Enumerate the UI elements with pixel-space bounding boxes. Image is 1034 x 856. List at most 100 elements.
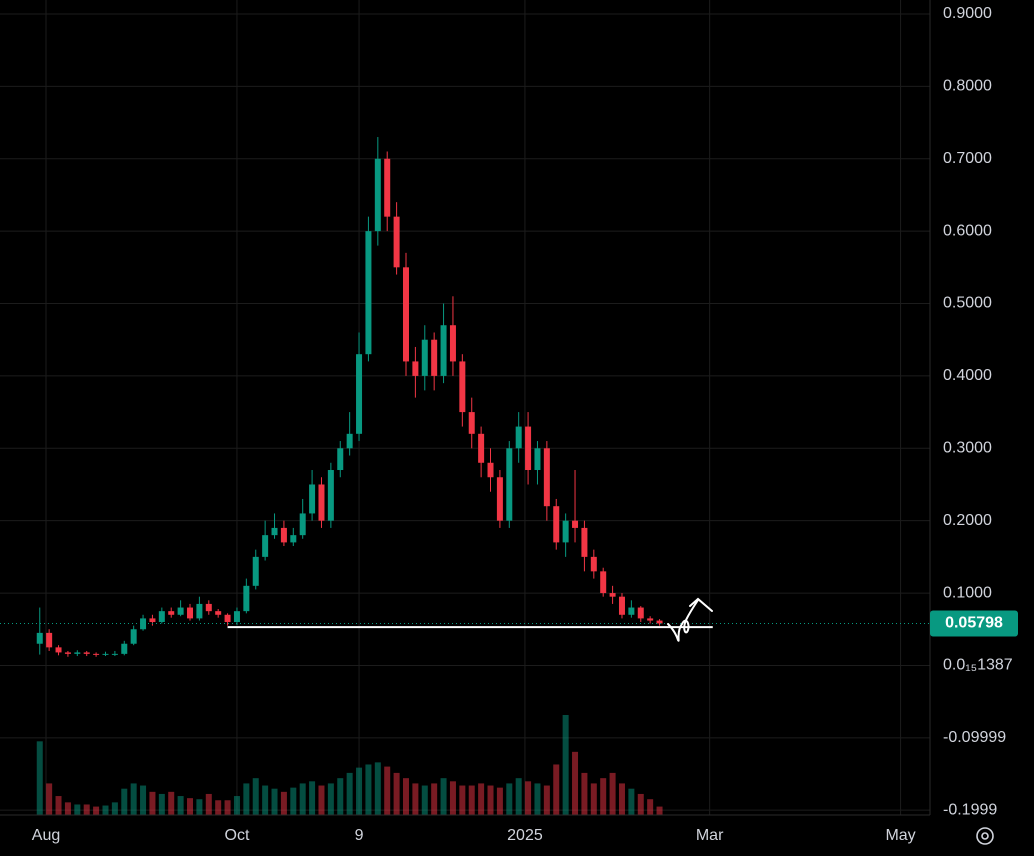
volume-bar (431, 783, 438, 815)
candle-body (130, 629, 137, 644)
volume-bar (628, 788, 635, 815)
volume-pane (36, 715, 663, 815)
volume-bar (393, 772, 400, 815)
volume-bar (346, 772, 353, 815)
y-tick-label: 0.6000 (943, 222, 992, 239)
x-tick-label: Oct (225, 827, 250, 844)
volume-bar (506, 783, 513, 815)
volume-bar (168, 791, 175, 815)
volume-bar (290, 787, 297, 815)
candle-body (262, 535, 269, 557)
candle-body (628, 607, 635, 615)
candle-body (309, 484, 316, 514)
volume-bar (374, 762, 381, 815)
candle-body (327, 470, 334, 521)
x-tick-label: May (885, 827, 915, 844)
y-tick-label: 0.9000 (943, 5, 992, 22)
candle-body (346, 433, 353, 449)
gear-center[interactable] (981, 832, 989, 840)
x-tick-label: Aug (32, 827, 60, 844)
volume-bar (140, 785, 147, 815)
volume-bar (299, 783, 306, 815)
volume-bar (243, 783, 250, 815)
last-price-badge (930, 610, 1018, 637)
volume-bar (572, 751, 579, 815)
candle-body (440, 325, 447, 376)
candle-body (543, 448, 550, 507)
volume-bar (412, 783, 419, 815)
volume-bar (215, 800, 222, 815)
y-tick-label: 0.5000 (943, 295, 992, 312)
candle-body (280, 527, 287, 543)
candle-body (534, 448, 541, 471)
volume-bar (440, 778, 447, 815)
volume-bar (600, 778, 607, 815)
volume-bar (337, 778, 344, 815)
y-tick-label: 0.8000 (943, 78, 992, 95)
candle-body (356, 354, 363, 434)
candle-body (299, 513, 306, 536)
candle-body (224, 614, 231, 623)
candle-body (590, 556, 597, 572)
candle-body (93, 653, 100, 655)
candle-body (609, 593, 616, 597)
volume-bar (459, 785, 466, 815)
candle-body (64, 652, 71, 654)
volume-bar (327, 783, 334, 815)
candle-body (384, 158, 391, 217)
volume-bar (280, 791, 287, 815)
volume-bar (121, 788, 128, 815)
volume-bar (618, 783, 625, 815)
candle-body (431, 339, 438, 376)
volume-bar (187, 798, 194, 815)
candle-body (46, 632, 53, 648)
candle-body (506, 448, 513, 521)
x-tick-label: 9 (355, 827, 364, 844)
candle-body (553, 506, 560, 543)
volume-bar (196, 799, 203, 815)
candle-body (468, 412, 475, 434)
candle-body (572, 520, 579, 528)
volume-bar (421, 785, 428, 815)
candle-body (271, 527, 278, 536)
volume-bar (449, 781, 456, 815)
candle-body (637, 607, 644, 619)
candle-body (515, 426, 522, 449)
candle-body (647, 618, 654, 621)
y-tick-label: 0.3000 (943, 440, 992, 457)
volume-bar (64, 802, 71, 815)
drawn-arrow (667, 597, 713, 642)
volume-bar (102, 805, 109, 815)
volume-bar (356, 767, 363, 815)
candle-body (74, 652, 81, 654)
candle-body (393, 216, 400, 268)
volume-bar (487, 785, 494, 815)
candle-body (478, 433, 485, 463)
gear[interactable] (976, 827, 994, 845)
candle-body (55, 647, 62, 653)
volume-bar (534, 783, 541, 815)
axes: 0.9000 0.8000 0.7000 0.6000 0.5000 0.4000 0.30… (0, 0, 1018, 844)
volume-bar (271, 788, 278, 815)
candle-body (187, 607, 194, 619)
candle-body (459, 361, 466, 413)
volume-bar (111, 802, 118, 815)
candle-body (215, 611, 222, 615)
candle-body (562, 520, 569, 543)
volume-bar (581, 772, 588, 815)
volume-bar (149, 791, 156, 815)
candle-body (196, 603, 203, 619)
candle-body (140, 618, 147, 630)
volume-bar (224, 800, 231, 815)
volume-bar (637, 793, 644, 815)
volume-bar (252, 778, 259, 815)
candle-body (525, 426, 532, 471)
x-tick-label: Mar (696, 827, 724, 844)
volume-bar (158, 793, 165, 815)
candle-body (337, 448, 344, 471)
candle-body (402, 267, 409, 362)
volume-bar (318, 785, 325, 815)
candle-body (600, 571, 607, 594)
settings-button[interactable] (976, 827, 994, 845)
